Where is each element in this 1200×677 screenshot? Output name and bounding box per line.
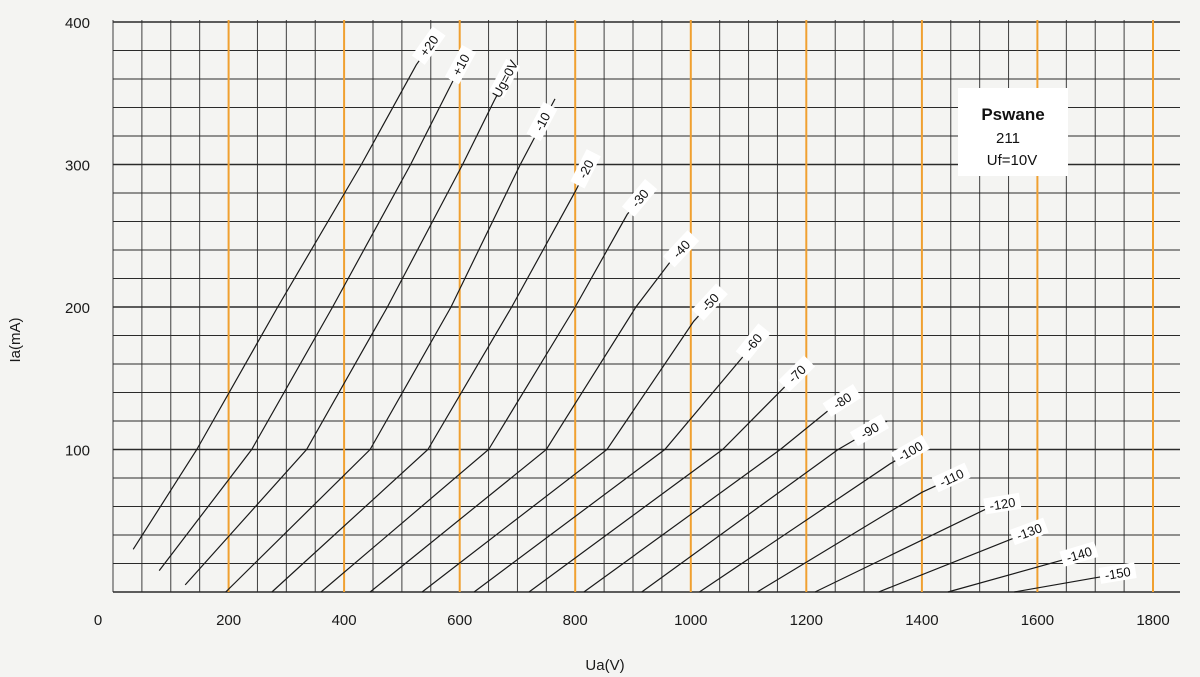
curve-+10 — [158, 57, 466, 571]
curve--100 — [699, 444, 923, 593]
curve-label--130: -130 — [1014, 520, 1044, 543]
x-tick-label: 600 — [447, 612, 472, 629]
curve--50 — [421, 292, 721, 593]
annotation-brand: Pswane — [981, 105, 1044, 124]
curve-label-bg — [822, 384, 862, 417]
grid — [112, 20, 1180, 593]
curve-label-bg — [849, 414, 890, 447]
curve-Ug=0V — [184, 67, 513, 586]
x-tick-label: 400 — [332, 612, 357, 629]
curve-+20 — [132, 35, 438, 550]
curve-label-bg — [489, 58, 521, 99]
x-tick-label: 1600 — [1021, 612, 1054, 629]
curve-label-bg — [890, 434, 930, 467]
annotation-model: 211 — [996, 130, 1020, 147]
curve--70 — [528, 367, 804, 593]
x-tick-label: 1800 — [1136, 612, 1169, 629]
curve-label-bg — [735, 323, 771, 362]
curve--80 — [583, 396, 851, 593]
curve-label-bg — [931, 462, 972, 493]
y-tick-label: 100 — [65, 443, 90, 460]
curve-label-bg — [444, 44, 477, 85]
y-axis-title: Ia(mA) — [7, 317, 24, 362]
curve-label-bg — [1059, 541, 1099, 567]
curve-label-bg — [691, 283, 728, 321]
curve-label--140: -140 — [1065, 544, 1094, 566]
curve-label--120: -120 — [988, 495, 1016, 514]
curve-label-bg — [778, 355, 816, 392]
curve-label-bg — [1009, 517, 1049, 546]
curve-label-bg — [411, 26, 446, 65]
tick-labels: 0 200 400 600 800 1000 1200 1400 1600 1800 100 200 3… — [65, 15, 1170, 629]
curve-label--150: -150 — [1104, 564, 1132, 583]
annotation-box — [958, 88, 1068, 176]
curve-label-bg — [621, 179, 658, 217]
x-tick-label: 800 — [563, 612, 588, 629]
x-tick-label: 0 — [94, 612, 102, 629]
x-tick-label: 200 — [216, 612, 241, 629]
curve-label-bg — [983, 492, 1022, 515]
y-tick-label: 400 — [65, 15, 90, 32]
x-axis-title: Ua(V) — [585, 657, 624, 674]
x-tick-label: 1400 — [905, 612, 938, 629]
y-tick-label: 300 — [65, 158, 90, 175]
x-tick-label: 1200 — [790, 612, 823, 629]
y-tick-label: 200 — [65, 300, 90, 317]
curve--40 — [369, 242, 689, 593]
curve-labels: +20+10 Ug=0V-10-20-30-40-50-60-70-80-90-1… — [411, 26, 1137, 584]
curve-label-bg — [526, 101, 558, 142]
curve-label-bg — [662, 230, 700, 268]
annotation-filament: Uf=10V — [987, 152, 1037, 169]
curve-label-bg — [1098, 562, 1137, 584]
curve--10 — [225, 98, 556, 593]
x-tick-label: 1000 — [674, 612, 707, 629]
curve-label-bg — [570, 149, 601, 189]
